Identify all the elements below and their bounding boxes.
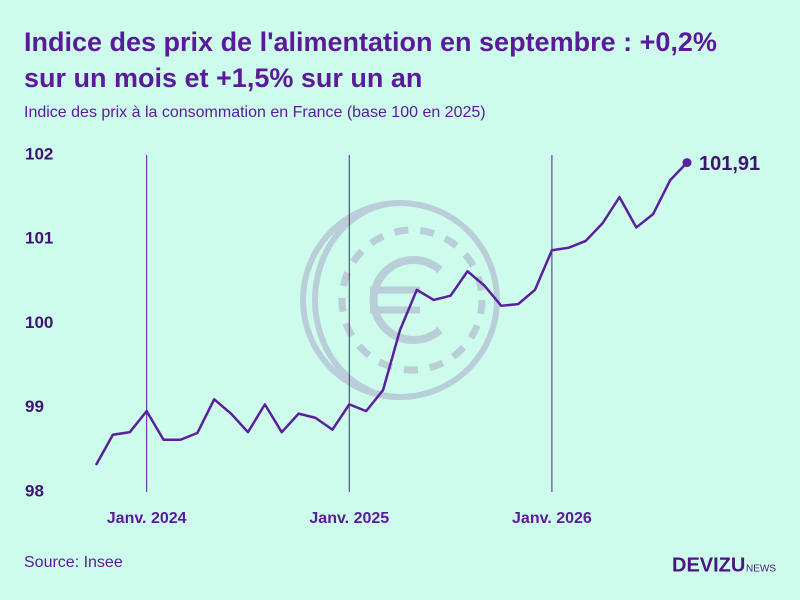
- value-label: 101,91: [699, 153, 760, 175]
- coin-decoration: [300, 200, 500, 400]
- y-tick-label: 99: [25, 397, 44, 416]
- chart-title: sur un mois et +1,5% sur un an: [24, 63, 422, 93]
- chart-subtitle: Indice des prix à la consommation en Fra…: [24, 104, 486, 121]
- x-tick-label: Janv. 2024: [107, 510, 187, 527]
- y-tick-label: 100: [25, 313, 53, 332]
- source: Source: Insee: [24, 554, 123, 571]
- y-tick-label: 102: [25, 144, 53, 163]
- end-point: [682, 158, 692, 168]
- chart-title: Indice des prix de l'alimentation en sep…: [24, 27, 717, 57]
- x-tick-label: Janv. 2025: [309, 510, 389, 527]
- y-tick-label: 98: [25, 481, 44, 500]
- x-tick-label: Janv. 2026: [512, 510, 592, 527]
- y-tick-label: 101: [25, 229, 53, 248]
- brand: DEVIZU: [672, 554, 745, 576]
- brand-suffix: NEWS: [746, 564, 776, 575]
- line: [94, 161, 688, 466]
